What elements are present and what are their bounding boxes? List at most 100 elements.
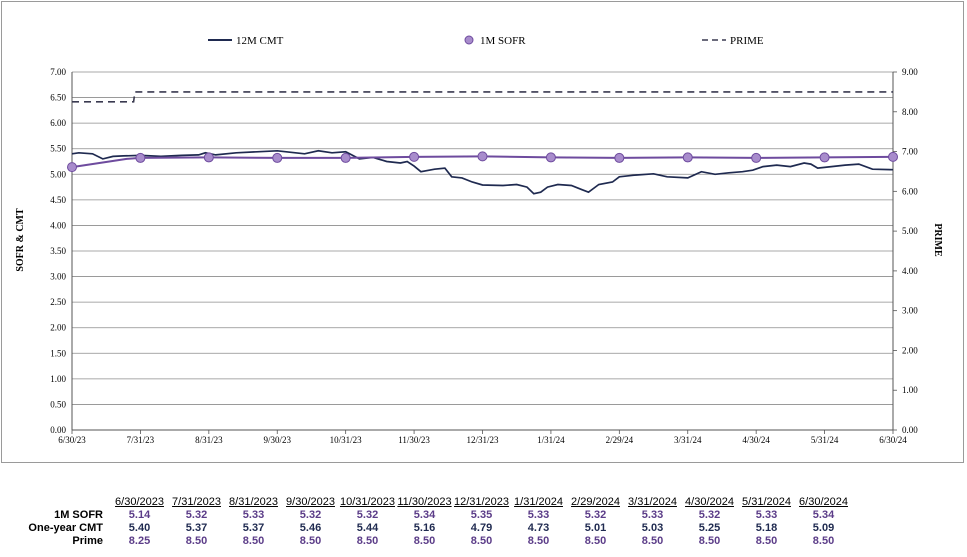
x-tick-label: 4/30/24	[742, 435, 770, 445]
table-cell: 5.14	[128, 509, 151, 521]
legend-label-1m-sofr: 1M SOFR	[480, 35, 526, 47]
table-cell: 8.25	[128, 535, 151, 547]
table-date-header: 6/30/2024	[799, 496, 848, 508]
x-tick-label: 8/31/23	[195, 435, 223, 445]
y-left-tick-label: 7.00	[50, 67, 66, 77]
x-tick-label: 12/31/23	[466, 435, 499, 445]
table-date-header: 4/30/2024	[685, 496, 734, 508]
x-tick-label: 6/30/24	[879, 435, 907, 445]
table-date-header: 2/29/2024	[571, 496, 620, 508]
y-left-tick-label: 6.00	[50, 118, 66, 128]
x-tick-label: 9/30/23	[263, 435, 291, 445]
table-header-row: 6/30/2023 7/31/2023 8/31/2023 9/30/2023 10/3…	[0, 496, 852, 509]
table-cell: 8.50	[470, 535, 493, 547]
table-cell: 5.33	[755, 509, 778, 521]
1m-sofr-marker	[477, 151, 488, 162]
table-cell: 5.32	[299, 509, 322, 521]
x-tick-label: 10/31/23	[330, 435, 363, 445]
1m-sofr-marker	[135, 152, 146, 163]
1m-sofr-marker	[545, 152, 556, 163]
table-date-header: 12/31/2023	[453, 496, 510, 508]
table-row: 1M SOFR 5.14 5.32 5.33 5.32 5.32 5.34 5.35 5.33 5…	[0, 509, 852, 522]
table-row: One-year CMT 5.40 5.37 5.37 5.46 5.44 5.16 4.79…	[0, 522, 852, 535]
y-right-tick-label: 4.00	[902, 266, 918, 276]
y-axis-left-label: SOFR & CMT	[15, 208, 26, 272]
table-date-header: 11/30/2023	[397, 496, 452, 508]
table-cell: 8.50	[812, 535, 835, 547]
y-left-tick-label: 4.00	[50, 220, 66, 230]
1m-sofr-marker	[888, 151, 898, 162]
1m-sofr-marker	[272, 152, 283, 163]
y-left-tick-label: 1.50	[50, 348, 66, 358]
x-tick-label: 11/30/23	[398, 435, 430, 445]
y-right-tick-label: 0.00	[902, 425, 918, 435]
x-tick-label: 6/30/23	[58, 435, 86, 445]
table-date-header: 1/31/2024	[514, 496, 563, 508]
table-row-label: One-year CMT	[28, 522, 103, 534]
1m-sofr-marker	[614, 152, 625, 163]
table-cell: 8.50	[413, 535, 436, 547]
gridlines	[72, 71, 893, 431]
y-right-tick-label: 3.00	[902, 306, 918, 316]
series	[67, 91, 898, 195]
legend-label-prime: PRIME	[730, 35, 764, 47]
table-cell: 5.37	[185, 522, 208, 534]
x-tick-label: 2/29/24	[606, 435, 634, 445]
table-cell: 8.50	[755, 535, 778, 547]
table-cell: 4.79	[470, 522, 493, 534]
table-cell: 8.50	[356, 535, 379, 547]
y-left-tick-label: 2.00	[50, 323, 66, 333]
table-cell: 5.16	[413, 522, 436, 534]
y-left-tick-label: 1.00	[50, 374, 66, 384]
1m-sofr-marker	[67, 162, 77, 173]
1m-sofr-marker	[751, 152, 762, 163]
legend: 12M CMT 1M SOFR PRIME	[208, 35, 764, 47]
table-cell: 5.37	[242, 522, 265, 534]
y-right-tick-label: 8.00	[902, 107, 918, 117]
table-cell: 8.50	[185, 535, 208, 547]
rates-table: 6/30/2023 7/31/2023 8/31/2023 9/30/2023 10/3…	[0, 496, 852, 548]
rate-chart: 0.00 0.50 1.00 1.50 2.00 2.50 3.00 3.50 4.00 4.50…	[15, 35, 943, 445]
table-date-header: 3/31/2024	[628, 496, 677, 508]
table-cell: 5.34	[413, 509, 436, 521]
axes: 0.00 0.50 1.00 1.50 2.00 2.50 3.00 3.50 4.00 4.50…	[50, 67, 918, 445]
y-left-tick-label: 3.00	[50, 272, 66, 282]
table-cell: 5.33	[527, 509, 550, 521]
table-cell: 5.01	[584, 522, 607, 534]
table-cell: 4.73	[527, 522, 550, 534]
chart-frame: 0.00 0.50 1.00 1.50 2.00 2.50 3.00 3.50 4.00 4.50…	[1, 1, 964, 463]
table-cell: 5.46	[299, 522, 322, 534]
table-date-header: 9/30/2023	[286, 496, 335, 508]
table-cell: 8.50	[584, 535, 607, 547]
y-right-tick-label: 1.00	[902, 385, 918, 395]
table-date-header: 6/30/2023	[115, 496, 164, 508]
1m-sofr-marker	[682, 152, 693, 163]
x-tick-label: 5/31/24	[811, 435, 839, 445]
table-corner	[0, 496, 111, 509]
prime-line	[72, 91, 893, 103]
table-cell: 5.32	[356, 509, 379, 521]
y-left-tick-label: 5.00	[50, 169, 66, 179]
1m-sofr-marker	[819, 152, 830, 163]
table-cell: 5.03	[641, 522, 664, 534]
table-row-label: 1M SOFR	[54, 509, 103, 521]
table-cell: 8.50	[641, 535, 664, 547]
y-right-tick-label: 2.00	[902, 345, 918, 355]
table-cell: 5.25	[698, 522, 721, 534]
table-cell: 5.32	[698, 509, 721, 521]
y-left-tick-label: 2.50	[50, 297, 66, 307]
legend-label-12m-cmt: 12M CMT	[236, 35, 284, 47]
x-tick-label: 3/31/24	[674, 435, 702, 445]
table-row-label: Prime	[72, 535, 103, 547]
table-cell: 5.09	[812, 522, 835, 534]
y-right-tick-label: 5.00	[902, 226, 918, 236]
table-cell: 5.34	[812, 509, 835, 521]
table-cell: 8.50	[242, 535, 265, 547]
table-cell: 5.18	[755, 522, 778, 534]
x-tick-label: 1/31/24	[537, 435, 565, 445]
x-tick-label: 7/31/23	[127, 435, 155, 445]
table-cell: 5.44	[356, 522, 379, 534]
y-right-tick-label: 9.00	[902, 67, 918, 77]
table-cell: 8.50	[299, 535, 322, 547]
y-right-tick-label: 7.00	[902, 147, 918, 157]
